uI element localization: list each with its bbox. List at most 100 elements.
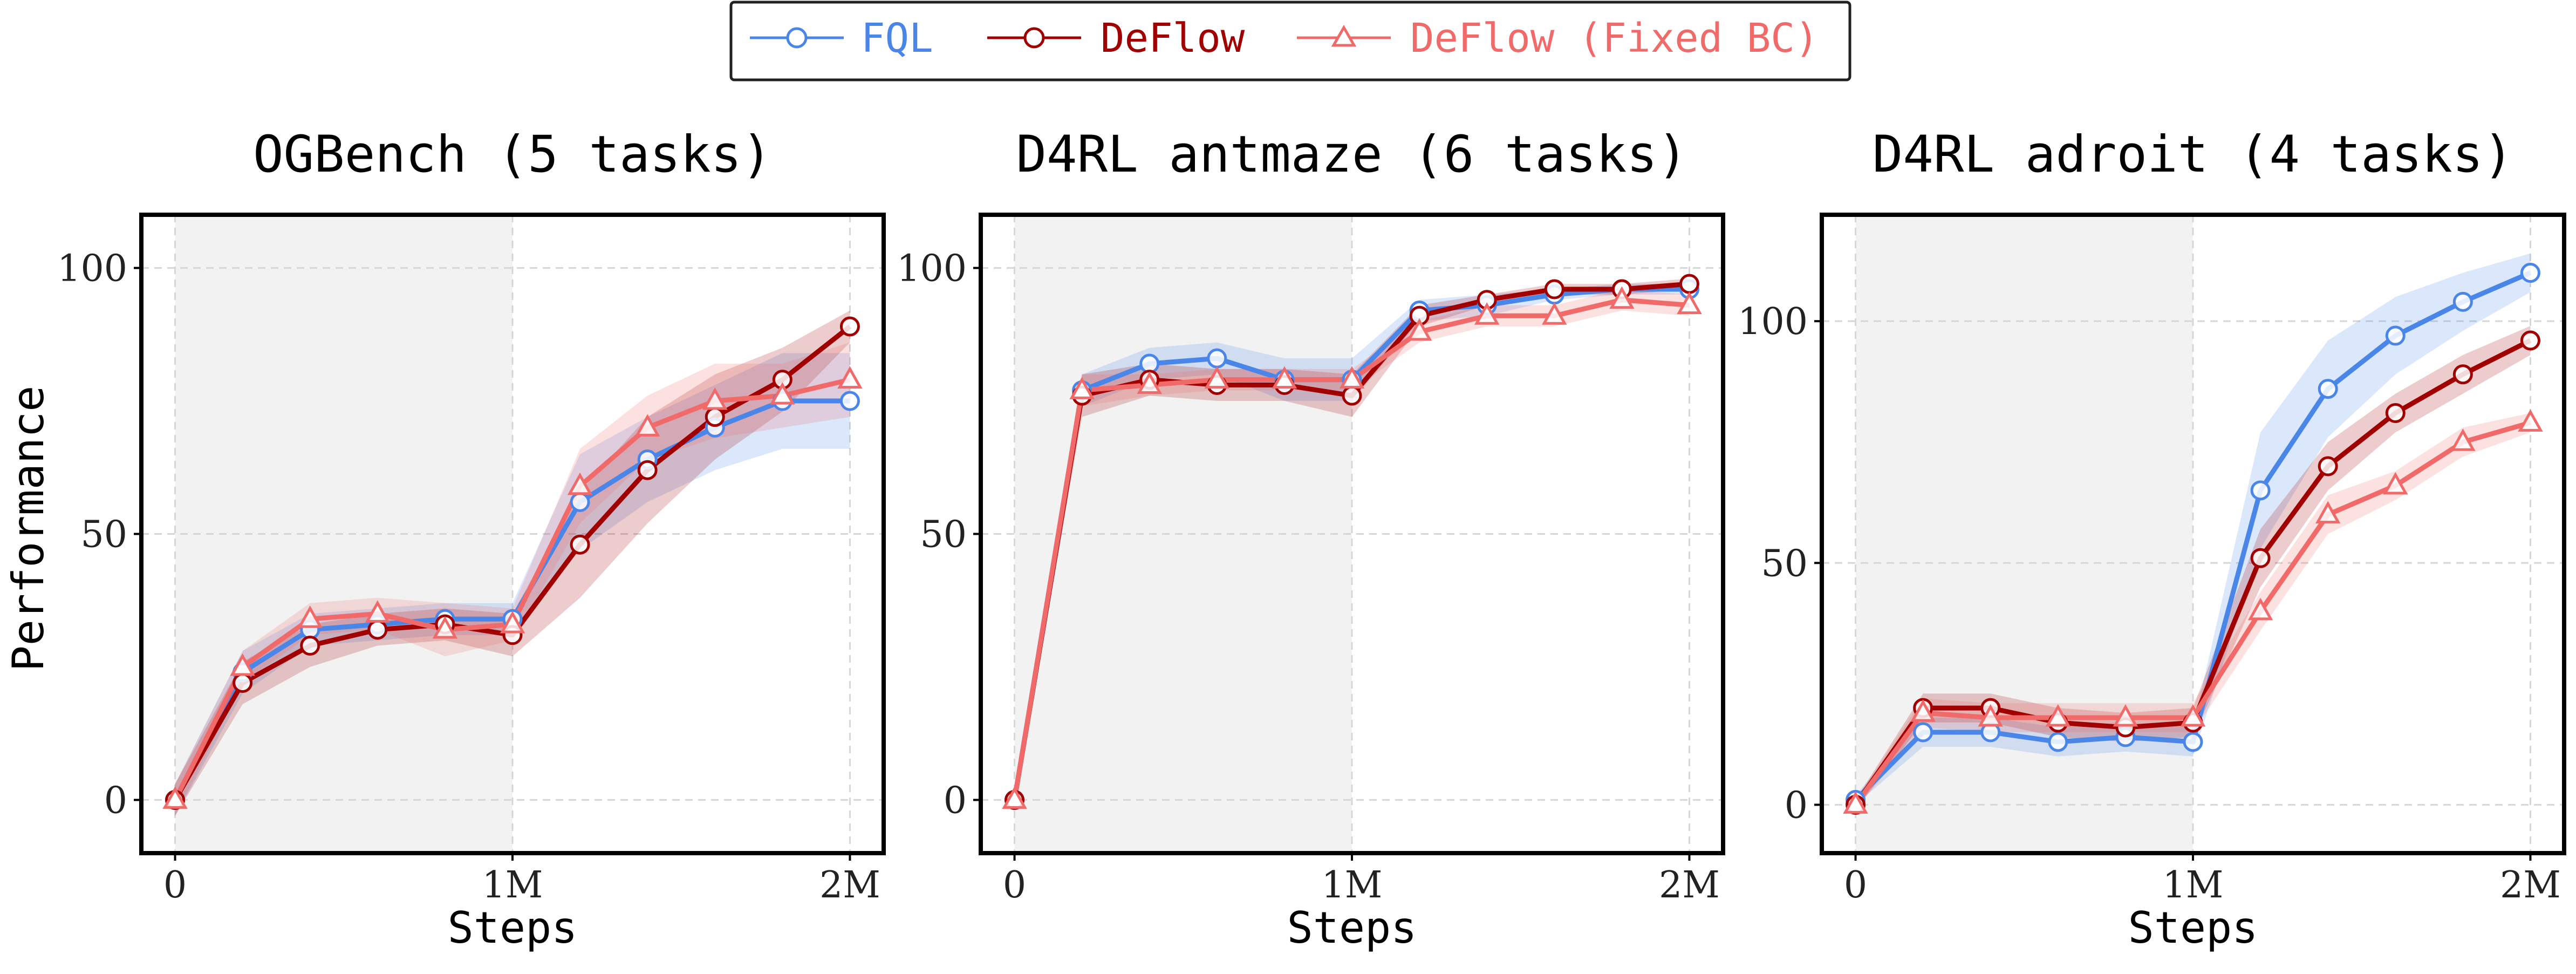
data-point-deflow: [839, 316, 860, 337]
data-point-deflow: [705, 407, 725, 427]
y-tick-label: 50: [920, 514, 967, 556]
y-tick-label: 100: [1738, 301, 1808, 343]
y-tick-label: 0: [104, 779, 127, 822]
legend-entry-deflow: DeFlow: [987, 15, 1245, 62]
band-deflow-fixed-bc: [1855, 413, 2531, 810]
data-point-deflow: [1544, 279, 1564, 299]
data-point-deflow-fixed-bc: [1069, 377, 1095, 399]
data-point-deflow: [2318, 456, 2338, 476]
data-point-deflow: [2520, 330, 2540, 351]
data-point-deflow-fixed-bc: [2315, 501, 2341, 524]
data-point-deflow-fixed-bc: [1339, 366, 1365, 389]
data-point-deflow-fixed-bc: [837, 366, 863, 389]
band-deflow: [175, 310, 850, 816]
x-axis-label: Steps: [448, 903, 578, 953]
legend-entry-fql: FQL: [750, 15, 933, 62]
data-point-fql: [1207, 348, 1227, 369]
band-deflow: [1855, 326, 2531, 810]
x-tick-label: 1M: [2163, 864, 2224, 907]
x-tick-label: 0: [1003, 864, 1026, 907]
data-point-fql: [2318, 379, 2338, 399]
data-point-fql: [2048, 732, 2068, 752]
data-point-fql: [1913, 722, 1933, 743]
data-point-fql: [2250, 480, 2271, 501]
y-tick-label: 100: [57, 248, 127, 290]
data-point-deflow-fixed-bc: [2450, 428, 2476, 451]
data-point-deflow-fixed-bc: [1002, 786, 1027, 809]
data-point-deflow-fixed-bc: [1272, 366, 1297, 389]
data-point-deflow-fixed-bc: [567, 472, 593, 495]
data-point-deflow: [1679, 274, 1699, 294]
data-point-deflow: [2250, 548, 2271, 568]
x-axis-label: Steps: [2128, 903, 2258, 953]
x-axis-label: Steps: [1287, 903, 1417, 953]
data-point-deflow-fixed-bc: [1978, 704, 2003, 727]
data-point-deflow: [2385, 403, 2406, 423]
data-point-fql: [839, 391, 860, 411]
x-tick-label: 2M: [819, 864, 880, 907]
data-point-deflow-fixed-bc: [702, 387, 728, 410]
data-point-fql: [2520, 263, 2540, 283]
data-point-deflow-fixed-bc: [770, 382, 795, 405]
legend-deflow-label: DeFlow: [1101, 15, 1245, 62]
legend-deflow-fixed-bc-label: DeFlow (Fixed BC): [1410, 15, 1819, 62]
x-tick-label: 2M: [2500, 864, 2561, 907]
data-point-deflow-fixed-bc: [2247, 597, 2273, 621]
x-tick-label: 1M: [482, 864, 543, 907]
data-point-fql: [2183, 732, 2203, 752]
data-point-fql: [2452, 291, 2473, 312]
data-point-deflow-fixed-bc: [500, 610, 525, 634]
data-point-deflow-fixed-bc: [1406, 318, 1432, 341]
data-point-deflow: [1342, 385, 1362, 406]
data-point-deflow-fixed-bc: [1910, 699, 1936, 722]
data-point-deflow-fixed-bc: [432, 616, 458, 639]
data-point-deflow: [367, 619, 388, 640]
data-point-deflow-fixed-bc: [634, 414, 660, 437]
data-point-deflow-fixed-bc: [1474, 302, 1500, 325]
x-tick-label: 0: [1844, 864, 1867, 907]
data-point-deflow-fixed-bc: [230, 653, 255, 676]
band-fql: [1855, 253, 2531, 805]
data-point-deflow: [300, 636, 320, 656]
chart-title: OGBench (5 tasks): [253, 125, 772, 184]
data-point-deflow-fixed-bc: [365, 600, 391, 623]
y-tick-label: 100: [897, 248, 967, 290]
legend: FQL DeFlow DeFlow (Fixed BC): [729, 1, 1851, 81]
data-point-deflow-fixed-bc: [162, 786, 188, 809]
y-tick-label: 50: [80, 514, 127, 556]
data-point-deflow-fixed-bc: [1542, 302, 1567, 325]
data-point-deflow-fixed-bc: [2180, 704, 2206, 727]
data-point-deflow: [233, 673, 253, 693]
band-fql: [175, 353, 850, 816]
chart-panel-3: 0 50 100 0 1M 2M D4RL adroit (4 tasks) Steps: [1738, 125, 2566, 953]
legend-fql-marker: [786, 27, 808, 49]
data-point-deflow-fixed-bc: [1609, 286, 1635, 309]
chart-title: D4RL antmaze (6 tasks): [1016, 125, 1687, 184]
data-point-fql: [570, 492, 590, 512]
legend-deflow-fixed-bc-marker: [1331, 24, 1357, 47]
chart-panel-2: 0 50 100 0 1M 2M D4RL antmaze (6 tasks) Steps: [897, 125, 1725, 953]
data-point-deflow-fixed-bc: [1137, 371, 1162, 394]
chart-title: D4RL adroit (4 tasks): [1873, 125, 2513, 184]
data-point-deflow-fixed-bc: [2518, 409, 2543, 432]
legend-entry-deflow-fixed-bc: DeFlow (Fixed BC): [1297, 15, 1819, 62]
y-tick-label: 50: [1761, 542, 1808, 585]
x-tick-label: 2M: [1659, 864, 1720, 907]
x-tick-label: 1M: [1322, 864, 1383, 907]
data-point-deflow-fixed-bc: [1843, 791, 1868, 814]
chart-panel-1: 0 50 100 0 1M 2M OGBench (5 tasks) Steps Perform…: [3, 125, 886, 953]
y-tick-label: 0: [1785, 784, 1808, 827]
data-point-deflow-fixed-bc: [2113, 704, 2138, 727]
y-tick-label: 0: [944, 779, 967, 822]
data-point-fql: [2385, 325, 2406, 346]
data-point-deflow-fixed-bc: [2045, 704, 2071, 727]
legend-deflow-marker: [1023, 27, 1045, 49]
data-point-deflow: [570, 534, 590, 555]
y-axis-label: Performance: [3, 386, 53, 672]
data-point-deflow-fixed-bc: [2383, 472, 2408, 495]
legend-frame: [729, 1, 1851, 81]
x-tick-label: 0: [163, 864, 187, 907]
legend-fql-label: FQL: [861, 15, 933, 62]
data-point-deflow: [637, 460, 658, 480]
